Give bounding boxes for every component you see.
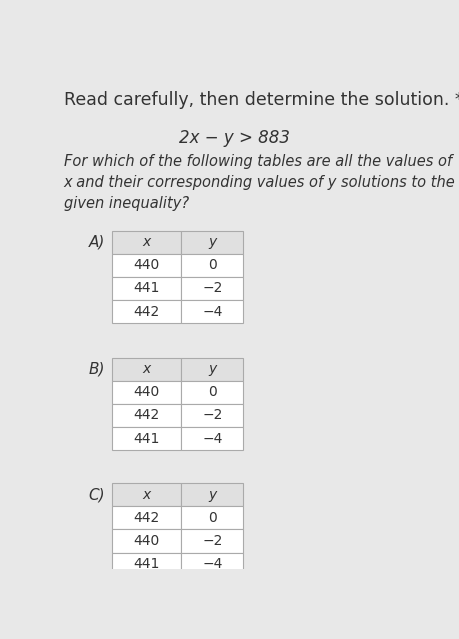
Text: −4: −4 <box>202 305 223 318</box>
Text: 440: 440 <box>134 534 160 548</box>
Text: y: y <box>208 362 217 376</box>
Bar <box>112 530 181 553</box>
Bar <box>112 553 181 576</box>
Bar <box>112 231 181 254</box>
Bar <box>181 483 243 506</box>
Text: 440: 440 <box>134 385 160 399</box>
Text: 441: 441 <box>133 281 160 295</box>
Text: B): B) <box>89 362 105 377</box>
Bar <box>112 381 181 404</box>
Text: 441: 441 <box>133 431 160 445</box>
Text: A): A) <box>89 235 105 250</box>
Text: −2: −2 <box>202 408 223 422</box>
Bar <box>181 358 243 381</box>
Text: 442: 442 <box>134 408 160 422</box>
Bar <box>181 277 243 300</box>
Bar <box>112 358 181 381</box>
Text: 441: 441 <box>133 557 160 571</box>
Text: 442: 442 <box>134 305 160 318</box>
Bar <box>181 506 243 530</box>
Bar <box>181 553 243 576</box>
Text: 0: 0 <box>208 258 217 272</box>
Bar <box>181 381 243 404</box>
Text: y: y <box>208 235 217 249</box>
Text: x: x <box>142 488 151 502</box>
Bar <box>181 300 243 323</box>
Bar <box>181 231 243 254</box>
Bar <box>112 300 181 323</box>
Bar <box>112 254 181 277</box>
Text: x: x <box>142 235 151 249</box>
Bar <box>112 483 181 506</box>
Text: −4: −4 <box>202 431 223 445</box>
Text: −2: −2 <box>202 281 223 295</box>
Bar <box>181 427 243 450</box>
Text: 0: 0 <box>208 385 217 399</box>
Bar <box>112 277 181 300</box>
Text: −2: −2 <box>202 534 223 548</box>
Bar <box>112 404 181 427</box>
Bar <box>181 530 243 553</box>
Text: −4: −4 <box>202 557 223 571</box>
Bar <box>181 404 243 427</box>
Bar <box>112 427 181 450</box>
Bar <box>181 254 243 277</box>
Text: y: y <box>208 488 217 502</box>
Text: 440: 440 <box>134 258 160 272</box>
Text: C): C) <box>89 488 105 502</box>
Text: For which of the following tables are all the values of
x and their correspondin: For which of the following tables are al… <box>64 154 455 211</box>
Bar <box>112 506 181 530</box>
Text: 442: 442 <box>134 511 160 525</box>
Text: Read carefully, then determine the solution. *: Read carefully, then determine the solut… <box>64 91 459 109</box>
Text: 2x − y > 883: 2x − y > 883 <box>179 129 291 147</box>
Text: 0: 0 <box>208 511 217 525</box>
Text: x: x <box>142 362 151 376</box>
